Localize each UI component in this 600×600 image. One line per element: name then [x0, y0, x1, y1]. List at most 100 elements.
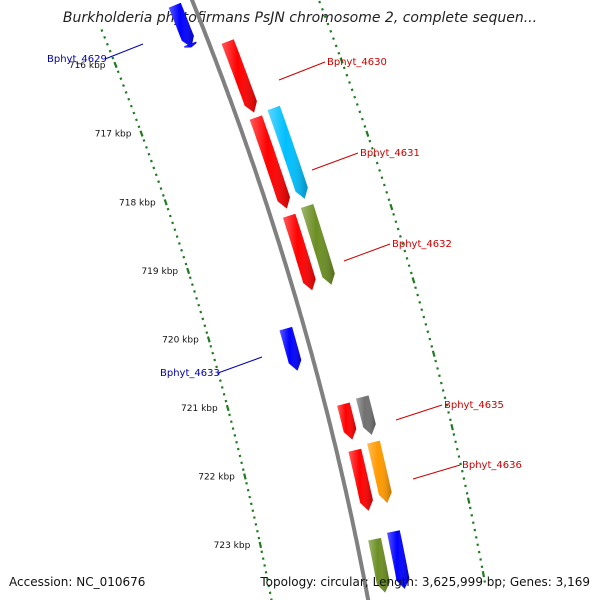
gene-labels: Bphyt_4629 Bphyt_4630 Bphyt_4631 Bphyt_4632…	[47, 43, 522, 480]
tick-mark	[441, 389, 445, 392]
tick-mark	[209, 344, 213, 348]
tick-mark	[205, 331, 209, 334]
gene-shade	[183, 41, 197, 48]
gene-label-g-4635[interactable]: Bphyt_4635	[444, 400, 504, 411]
tick-mark	[245, 482, 248, 485]
tick-label: 722 kbp	[198, 472, 235, 482]
tick-mark	[177, 242, 181, 245]
tick-mark	[350, 88, 354, 92]
tick-mark	[188, 276, 192, 280]
tick-mark	[149, 159, 153, 163]
tick-label: 716 kbp	[69, 61, 106, 71]
tick-mark	[422, 315, 426, 319]
tick-mark	[365, 130, 370, 137]
tick-mark	[157, 180, 161, 184]
tick-mark	[184, 262, 188, 266]
tick-mark	[353, 95, 357, 99]
tick-mark	[401, 242, 404, 246]
tick-mark	[392, 212, 396, 216]
tick-mark	[447, 411, 450, 414]
tick-mark	[195, 296, 198, 300]
gene-label-g-4633[interactable]: Bphyt_4633	[160, 368, 220, 379]
tick-mark	[213, 358, 217, 362]
tick-mark	[375, 161, 379, 165]
tick-label: 720 kbp	[162, 335, 199, 345]
tick-mark	[481, 570, 486, 578]
tick-label: 717 kbp	[95, 130, 132, 140]
tick-mark	[235, 440, 238, 444]
gene-shade	[279, 326, 302, 371]
tick-mark	[389, 203, 394, 211]
gene-shade	[387, 530, 410, 589]
gene-shade	[368, 537, 390, 593]
tick-mark	[430, 345, 434, 348]
tick-mark	[445, 403, 449, 407]
gene-label-leader	[104, 43, 144, 60]
tick-mark	[161, 194, 165, 197]
tick-mark	[215, 365, 218, 369]
tick-mark	[337, 51, 341, 55]
gene-shade	[168, 2, 194, 48]
gene-shade	[367, 440, 392, 503]
tick-label: 723 kbp	[214, 541, 251, 551]
tick-mark	[436, 367, 439, 370]
tick-mark	[240, 461, 243, 465]
gene-shade	[348, 448, 373, 511]
tick-mark	[224, 399, 228, 403]
gene-shade	[283, 213, 316, 291]
gene-label-g-4630[interactable]: Bphyt_4630	[327, 57, 387, 68]
gene-label-g-4631[interactable]: Bphyt_4631	[360, 148, 420, 159]
tick-mark	[405, 256, 409, 260]
tick-mark	[186, 267, 191, 275]
tick-mark	[236, 447, 240, 451]
gene-label-leader	[278, 61, 326, 81]
tick-mark	[332, 37, 335, 41]
tick-mark	[132, 111, 136, 115]
tick-mark	[416, 293, 420, 297]
tick-mark	[424, 323, 428, 326]
tick-mark	[438, 374, 441, 378]
tick-mark	[111, 56, 115, 60]
gene-label-g-4629[interactable]: Bphyt_4629	[47, 54, 107, 65]
tick-mark	[411, 277, 416, 284]
tick-label: 718 kbp	[119, 198, 156, 208]
tick-mark	[399, 234, 402, 238]
tick-mark	[431, 350, 436, 357]
tick-mark	[233, 434, 237, 437]
tick-mark	[368, 139, 372, 143]
tick-mark	[154, 173, 158, 177]
tick-mark	[228, 413, 231, 417]
gene-shade	[249, 115, 290, 209]
tick-mark	[206, 336, 211, 343]
tick-mark	[434, 359, 437, 363]
tick-mark	[127, 97, 131, 101]
tick-mark	[229, 420, 233, 424]
backbone-line	[189, 0, 371, 600]
tick-mark	[137, 125, 141, 129]
tick-mark	[385, 190, 389, 194]
tick-mark	[370, 147, 374, 150]
tick-mark	[105, 42, 109, 46]
tick-mark	[139, 130, 144, 137]
backbone	[189, 0, 371, 600]
tick-mark	[171, 221, 175, 225]
tick-mark	[147, 152, 151, 156]
tick-mark	[211, 351, 215, 355]
tick-label: 719 kbp	[141, 267, 178, 277]
tick-mark	[326, 22, 330, 26]
topology-text: Topology: circular; Length: 3,625,999 bp…	[260, 575, 590, 589]
tick-mark	[135, 118, 138, 122]
tick-mark	[318, 0, 322, 4]
tick-mark	[378, 169, 381, 172]
tick-mark	[396, 227, 400, 231]
tick-mark	[360, 117, 364, 121]
gene-label-g-4632[interactable]: Bphyt_4632	[392, 239, 452, 250]
tick-mark	[382, 183, 386, 187]
tick-mark	[231, 427, 235, 430]
gene-label-leader	[217, 356, 263, 374]
tick-mark	[380, 176, 384, 180]
tick-mark	[129, 104, 133, 108]
gene-label-g-4636[interactable]: Bphyt_4636	[462, 460, 522, 471]
tick-mark	[466, 497, 471, 504]
